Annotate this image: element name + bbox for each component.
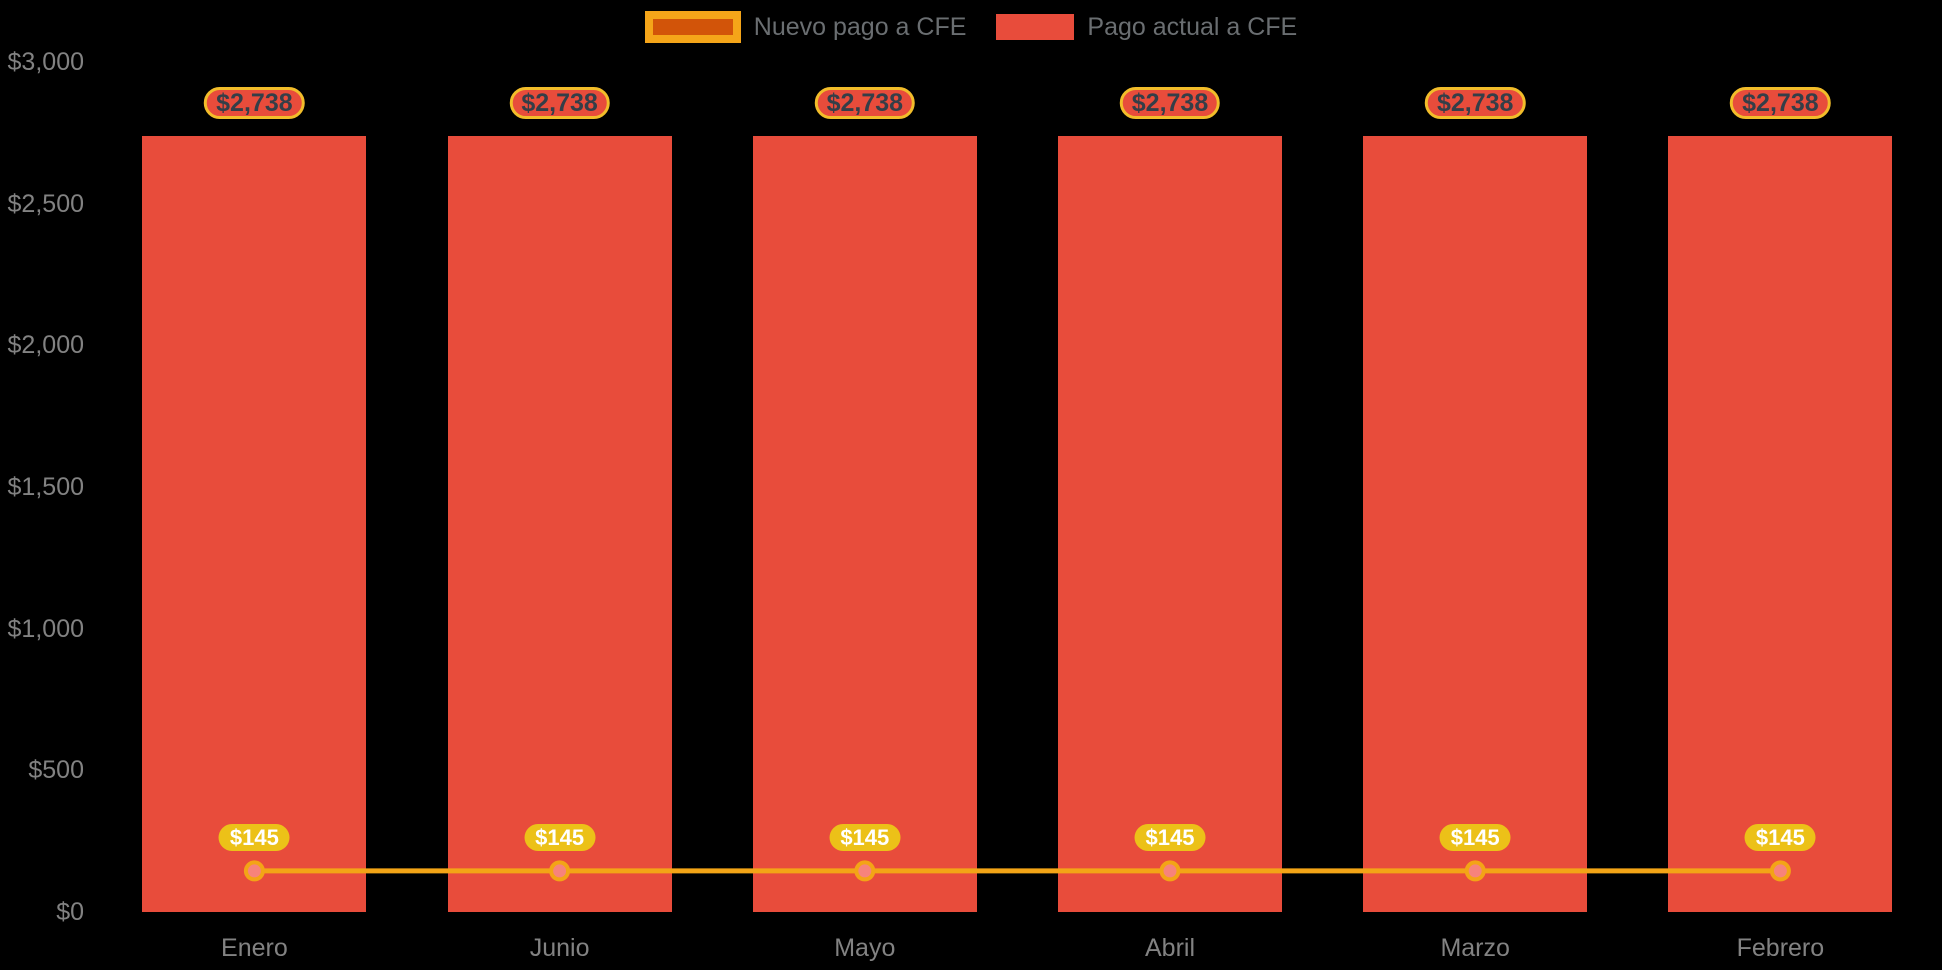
bar-value-badge: $2,738: [814, 87, 916, 120]
legend-swatch-nuevo-pago-icon: [644, 11, 741, 43]
x-tick-label-febrero: Febrero: [1736, 934, 1825, 962]
legend-swatch-pago-actual-icon: [996, 14, 1075, 40]
bar-febrero[interactable]: [1668, 136, 1893, 912]
line-point-junio[interactable]: [549, 860, 571, 882]
bar-junio[interactable]: [447, 136, 672, 912]
legend-label-pago-actual: Pago actual a CFE: [1087, 12, 1298, 41]
bar-enero[interactable]: [142, 136, 367, 912]
y-tick-label: $1,000: [7, 614, 84, 643]
line-value-badge: $145: [218, 823, 290, 851]
y-tick-label: $500: [28, 756, 84, 785]
line-point-abril[interactable]: [1159, 860, 1181, 882]
legend-item-nuevo-pago[interactable]: Nuevo pago a CFE: [644, 11, 967, 43]
x-tick-label-mayo: Mayo: [834, 934, 896, 962]
bar-value-badge: $2,738: [1730, 87, 1831, 120]
bar-value-badge: $2,738: [1424, 87, 1526, 120]
x-tick-label-enero: Enero: [221, 934, 288, 962]
line-point-enero[interactable]: [243, 860, 265, 882]
legend-item-pago-actual[interactable]: Pago actual a CFE: [996, 13, 1297, 42]
line-value-badge: $145: [1744, 823, 1816, 851]
line-value-badge: $145: [829, 823, 901, 851]
y-tick-label: $3,000: [7, 48, 84, 76]
bar-abril[interactable]: [1058, 136, 1282, 912]
y-tick-label: $1,500: [7, 473, 84, 501]
legend: Nuevo pago a CFE Pago actual a CFE: [0, 11, 1942, 43]
bar-value-badge: $2,738: [204, 87, 305, 120]
bar-value-badge: $2,738: [509, 87, 610, 120]
x-tick-label-abril: Abril: [1144, 934, 1196, 962]
bar-value-badge: $2,738: [1119, 87, 1221, 120]
line-point-marzo[interactable]: [1464, 860, 1486, 882]
bar-mayo[interactable]: [752, 136, 977, 912]
line-value-badge: $145: [1439, 823, 1511, 851]
line-point-mayo[interactable]: [854, 860, 876, 882]
line-value-badge: $145: [1134, 823, 1206, 851]
line-point-febrero[interactable]: [1769, 860, 1791, 882]
x-tick-label-marzo: Marzo: [1440, 934, 1510, 962]
y-tick-label: $2,000: [7, 331, 84, 360]
legend-label-nuevo-pago: Nuevo pago a CFE: [753, 12, 967, 41]
y-tick-label: $2,500: [7, 189, 84, 218]
bar-marzo[interactable]: [1363, 136, 1588, 912]
x-tick-label-junio: Junio: [529, 934, 590, 962]
line-value-badge: $145: [524, 823, 596, 851]
y-tick-label: $0: [56, 898, 84, 926]
